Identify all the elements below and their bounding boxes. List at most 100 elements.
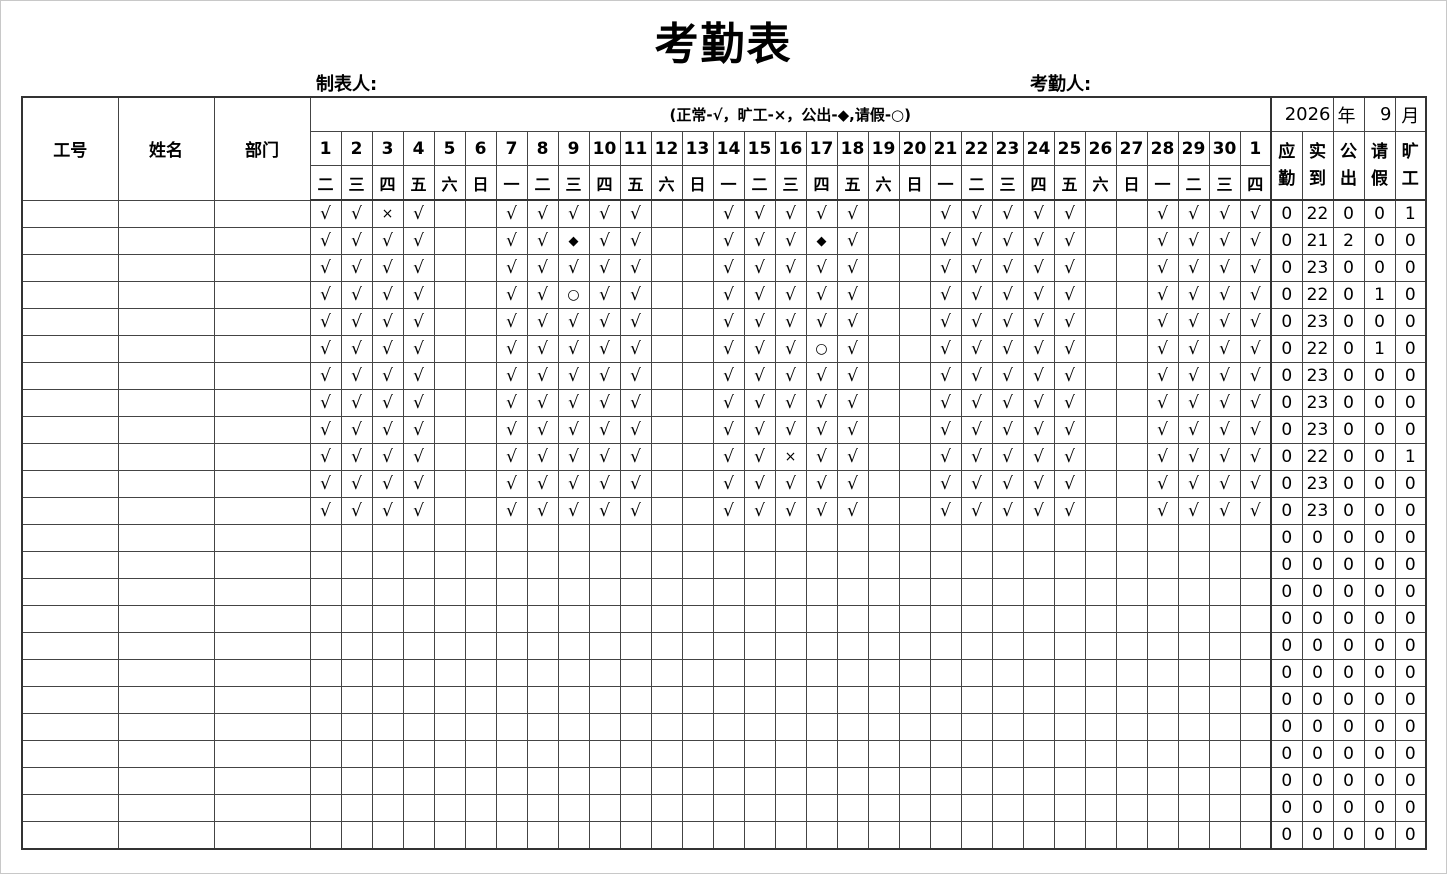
attendance-mark-cell[interactable] (371, 821, 404, 850)
attendance-mark-cell[interactable] (774, 632, 807, 660)
name-cell[interactable] (117, 524, 215, 552)
attendance-mark-cell[interactable] (433, 443, 466, 471)
attendance-mark-cell[interactable]: √ (340, 335, 373, 363)
attendance-mark-cell[interactable] (743, 794, 776, 822)
attendance-mark-cell[interactable] (712, 632, 745, 660)
attendance-mark-cell[interactable]: √ (1053, 443, 1086, 471)
attendance-mark-cell[interactable] (309, 605, 342, 633)
attendance-mark-cell[interactable] (619, 794, 652, 822)
attendance-mark-cell[interactable] (960, 632, 993, 660)
id-cell[interactable] (21, 254, 119, 282)
attendance-mark-cell[interactable] (743, 605, 776, 633)
attendance-mark-cell[interactable] (619, 632, 652, 660)
attendance-mark-cell[interactable]: √ (991, 470, 1024, 498)
name-cell[interactable] (117, 605, 215, 633)
id-cell[interactable] (21, 686, 119, 714)
attendance-mark-cell[interactable] (1208, 794, 1241, 822)
attendance-mark-cell[interactable] (681, 821, 714, 850)
attendance-mark-cell[interactable]: √ (1208, 281, 1241, 309)
attendance-mark-cell[interactable]: √ (1239, 335, 1272, 363)
attendance-mark-cell[interactable] (1115, 524, 1148, 552)
attendance-mark-cell[interactable]: √ (836, 281, 869, 309)
attendance-mark-cell[interactable]: √ (340, 443, 373, 471)
attendance-mark-cell[interactable] (1146, 821, 1179, 850)
attendance-mark-cell[interactable] (743, 713, 776, 741)
attendance-mark-cell[interactable] (1115, 767, 1148, 795)
attendance-mark-cell[interactable] (1208, 605, 1241, 633)
attendance-mark-cell[interactable] (588, 740, 621, 768)
attendance-mark-cell[interactable]: √ (991, 254, 1024, 282)
attendance-mark-cell[interactable]: √ (495, 443, 528, 471)
attendance-mark-cell[interactable]: √ (371, 443, 404, 471)
attendance-mark-cell[interactable] (1084, 686, 1117, 714)
attendance-mark-cell[interactable]: √ (340, 470, 373, 498)
attendance-mark-cell[interactable] (1177, 740, 1210, 768)
attendance-mark-cell[interactable]: √ (960, 389, 993, 417)
attendance-mark-cell[interactable] (960, 713, 993, 741)
attendance-mark-cell[interactable] (433, 659, 466, 687)
attendance-mark-cell[interactable]: √ (774, 227, 807, 255)
attendance-mark-cell[interactable] (867, 713, 900, 741)
attendance-mark-cell[interactable]: √ (1208, 227, 1241, 255)
attendance-mark-cell[interactable] (650, 767, 683, 795)
attendance-mark-cell[interactable]: √ (495, 254, 528, 282)
attendance-mark-cell[interactable] (1115, 227, 1148, 255)
attendance-mark-cell[interactable]: √ (1177, 335, 1210, 363)
attendance-mark-cell[interactable] (464, 794, 497, 822)
attendance-mark-cell[interactable] (929, 686, 962, 714)
attendance-mark-cell[interactable]: √ (619, 443, 652, 471)
attendance-mark-cell[interactable] (1053, 659, 1086, 687)
attendance-mark-cell[interactable] (1239, 740, 1272, 768)
attendance-mark-cell[interactable]: √ (588, 389, 621, 417)
attendance-mark-cell[interactable]: √ (836, 254, 869, 282)
dept-cell[interactable] (213, 362, 311, 390)
attendance-mark-cell[interactable]: √ (340, 199, 373, 228)
attendance-mark-cell[interactable] (929, 524, 962, 552)
attendance-mark-cell[interactable] (340, 551, 373, 579)
attendance-mark-cell[interactable]: √ (1146, 389, 1179, 417)
attendance-mark-cell[interactable] (526, 767, 559, 795)
attendance-mark-cell[interactable] (681, 389, 714, 417)
attendance-mark-cell[interactable] (898, 686, 931, 714)
dept-cell[interactable] (213, 281, 311, 309)
attendance-mark-cell[interactable]: √ (743, 362, 776, 390)
attendance-mark-cell[interactable] (433, 497, 466, 525)
attendance-mark-cell[interactable]: √ (588, 443, 621, 471)
attendance-mark-cell[interactable] (1115, 389, 1148, 417)
attendance-mark-cell[interactable]: √ (526, 362, 559, 390)
attendance-mark-cell[interactable] (1115, 740, 1148, 768)
attendance-mark-cell[interactable] (557, 632, 590, 660)
attendance-mark-cell[interactable] (681, 740, 714, 768)
attendance-mark-cell[interactable] (836, 794, 869, 822)
attendance-mark-cell[interactable]: √ (805, 199, 838, 228)
attendance-mark-cell[interactable] (774, 686, 807, 714)
attendance-mark-cell[interactable] (402, 632, 435, 660)
attendance-mark-cell[interactable] (836, 578, 869, 606)
attendance-mark-cell[interactable] (867, 281, 900, 309)
attendance-mark-cell[interactable]: √ (1053, 254, 1086, 282)
attendance-mark-cell[interactable]: √ (991, 389, 1024, 417)
attendance-mark-cell[interactable] (991, 659, 1024, 687)
attendance-mark-cell[interactable]: √ (1239, 227, 1272, 255)
attendance-mark-cell[interactable] (402, 605, 435, 633)
attendance-mark-cell[interactable]: √ (805, 362, 838, 390)
attendance-mark-cell[interactable]: √ (774, 308, 807, 336)
attendance-mark-cell[interactable] (309, 740, 342, 768)
attendance-mark-cell[interactable] (867, 686, 900, 714)
attendance-mark-cell[interactable] (557, 767, 590, 795)
attendance-mark-cell[interactable] (774, 713, 807, 741)
attendance-mark-cell[interactable]: √ (1022, 443, 1055, 471)
dept-cell[interactable] (213, 443, 311, 471)
attendance-mark-cell[interactable] (1084, 794, 1117, 822)
attendance-mark-cell[interactable] (650, 470, 683, 498)
name-cell[interactable] (117, 254, 215, 282)
attendance-mark-cell[interactable] (960, 605, 993, 633)
dept-cell[interactable] (213, 767, 311, 795)
attendance-mark-cell[interactable] (681, 578, 714, 606)
attendance-mark-cell[interactable] (991, 605, 1024, 633)
attendance-mark-cell[interactable]: √ (619, 227, 652, 255)
attendance-mark-cell[interactable] (433, 254, 466, 282)
attendance-mark-cell[interactable] (898, 389, 931, 417)
attendance-mark-cell[interactable]: √ (526, 443, 559, 471)
attendance-mark-cell[interactable] (1115, 443, 1148, 471)
